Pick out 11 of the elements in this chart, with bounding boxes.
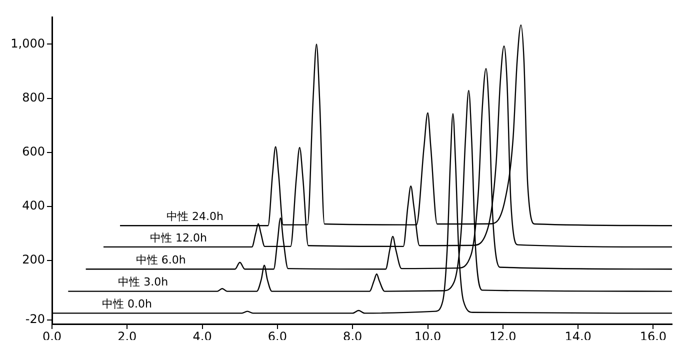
y-tick-label: 800 bbox=[22, 90, 45, 104]
series-label: 中性 0.0h bbox=[102, 298, 152, 311]
y-tick-label: 400 bbox=[22, 198, 45, 213]
series-label: 中性 3.0h bbox=[118, 276, 168, 289]
y-tick-label: -20 bbox=[25, 312, 45, 326]
series-label: 中性 12.0h bbox=[150, 231, 207, 244]
series-label: 中性 24.0h bbox=[166, 210, 224, 223]
y-tick-label: 600 bbox=[22, 144, 45, 158]
y-tick-label: 1,000 bbox=[10, 36, 45, 50]
y-tick-label: 200 bbox=[22, 252, 45, 267]
series-label: 中性 6.0h bbox=[136, 253, 186, 266]
